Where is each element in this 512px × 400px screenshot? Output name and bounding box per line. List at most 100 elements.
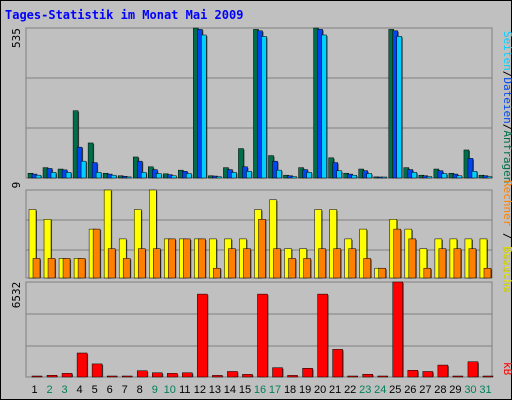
rechner-bar: [183, 238, 191, 279]
kb-bar: [46, 375, 58, 378]
kb-bar: [76, 352, 88, 378]
rechner-bar: [168, 238, 176, 279]
day-label: 8: [137, 384, 143, 396]
rechner-bar: [258, 219, 266, 279]
kb-bar: [257, 293, 268, 378]
rechner-bar: [378, 267, 386, 279]
panel3-ymax-label: 6532: [10, 282, 23, 309]
kb-bar: [392, 281, 404, 378]
besuche-bar: [133, 209, 142, 279]
besuche-bar: [419, 248, 428, 279]
seiten-bar: [351, 174, 357, 179]
day-label: 2: [46, 384, 52, 396]
day-label: 22: [344, 384, 356, 396]
kb-bar: [422, 371, 434, 378]
seiten-bar: [426, 176, 433, 179]
kb-bar: [437, 364, 449, 378]
kb-bar: [121, 375, 133, 378]
kb-bar: [136, 370, 148, 378]
rechner-bar: [213, 267, 221, 279]
rechner-bar: [318, 248, 326, 279]
legend-dateien: Dateien: [501, 77, 512, 123]
day-label: 20: [314, 384, 326, 396]
kb-bar: [106, 375, 118, 378]
dateien-bar: [136, 160, 143, 179]
seiten-bar: [246, 171, 252, 179]
rechner-bar: [333, 248, 341, 279]
besuche-bar: [329, 209, 337, 279]
day-label: 13: [209, 384, 221, 396]
legend-anfragen: Anfragen: [501, 130, 512, 183]
seiten-bar: [231, 172, 237, 179]
kb-bar: [452, 375, 464, 378]
day-label: 30: [464, 384, 476, 396]
dateien-bar: [467, 158, 474, 179]
dateien-bar: [91, 162, 98, 179]
besuche-bar: [479, 238, 488, 279]
seiten-bar: [186, 173, 192, 179]
rechner-bar: [393, 228, 402, 279]
rechner-bar: [77, 258, 86, 279]
legend-seiten: Seiten: [501, 31, 512, 71]
rechner-bar: [438, 248, 447, 279]
day-label: 24: [374, 384, 386, 396]
rechner-bar: [408, 238, 417, 279]
besuche-bar: [359, 228, 367, 279]
kb-bar: [91, 363, 103, 378]
seiten-bar: [306, 172, 312, 179]
kb-bar: [167, 373, 178, 378]
day-label: 19: [299, 384, 311, 396]
seiten-bar: [125, 176, 132, 179]
kb-bar: [212, 375, 223, 378]
seiten-bar: [80, 160, 87, 179]
day-label: 27: [419, 384, 431, 396]
day-label: 11: [179, 384, 190, 396]
kb-bar: [317, 293, 328, 378]
day-label: 23: [359, 384, 371, 396]
day-label: 16: [254, 384, 266, 396]
chart-panels: [25, 27, 494, 378]
besuche-bar: [269, 199, 277, 279]
rechner-bar: [288, 258, 296, 279]
seiten-bar: [291, 176, 297, 179]
day-label: 17: [269, 384, 281, 396]
day-label: 9: [152, 384, 158, 396]
seiten-bar: [276, 169, 282, 179]
dateien-bar: [272, 160, 278, 179]
kb-bar: [61, 373, 73, 378]
day-label: 4: [77, 384, 83, 396]
kb-bar: [242, 374, 253, 378]
day-label: 7: [122, 384, 128, 396]
seiten-bar: [35, 174, 42, 179]
panel2-ymax-label: 9: [10, 182, 23, 189]
rechner-bar: [107, 248, 116, 279]
rechner-bar: [303, 258, 311, 279]
seiten-bar: [110, 174, 117, 179]
anfragen-bar: [238, 148, 244, 179]
seiten-bar: [381, 176, 387, 179]
besuche-bar: [149, 189, 157, 279]
panel-kb: [25, 281, 494, 378]
besuche-bar: [43, 219, 52, 279]
seiten-bar: [471, 171, 478, 179]
kb-bar: [302, 368, 313, 378]
kb-bar: [182, 372, 193, 378]
day-label: 1: [31, 384, 37, 396]
day-label: 3: [62, 384, 68, 396]
seiten-bar: [156, 173, 162, 179]
rechner-bar: [423, 267, 432, 279]
day-label: 21: [329, 384, 341, 396]
panel1-ymax-label: 535: [10, 28, 23, 48]
rechner-bar: [363, 258, 371, 279]
day-label: 10: [164, 384, 176, 396]
besuche-bar: [103, 189, 112, 279]
rechner-bar: [47, 258, 56, 279]
panel-visits: [25, 189, 493, 279]
rechner-bar: [122, 258, 131, 279]
seiten-bar: [171, 175, 177, 179]
day-label: 18: [284, 384, 296, 396]
kb-bar: [197, 293, 208, 378]
legend-besuche: Besuche: [501, 246, 512, 292]
